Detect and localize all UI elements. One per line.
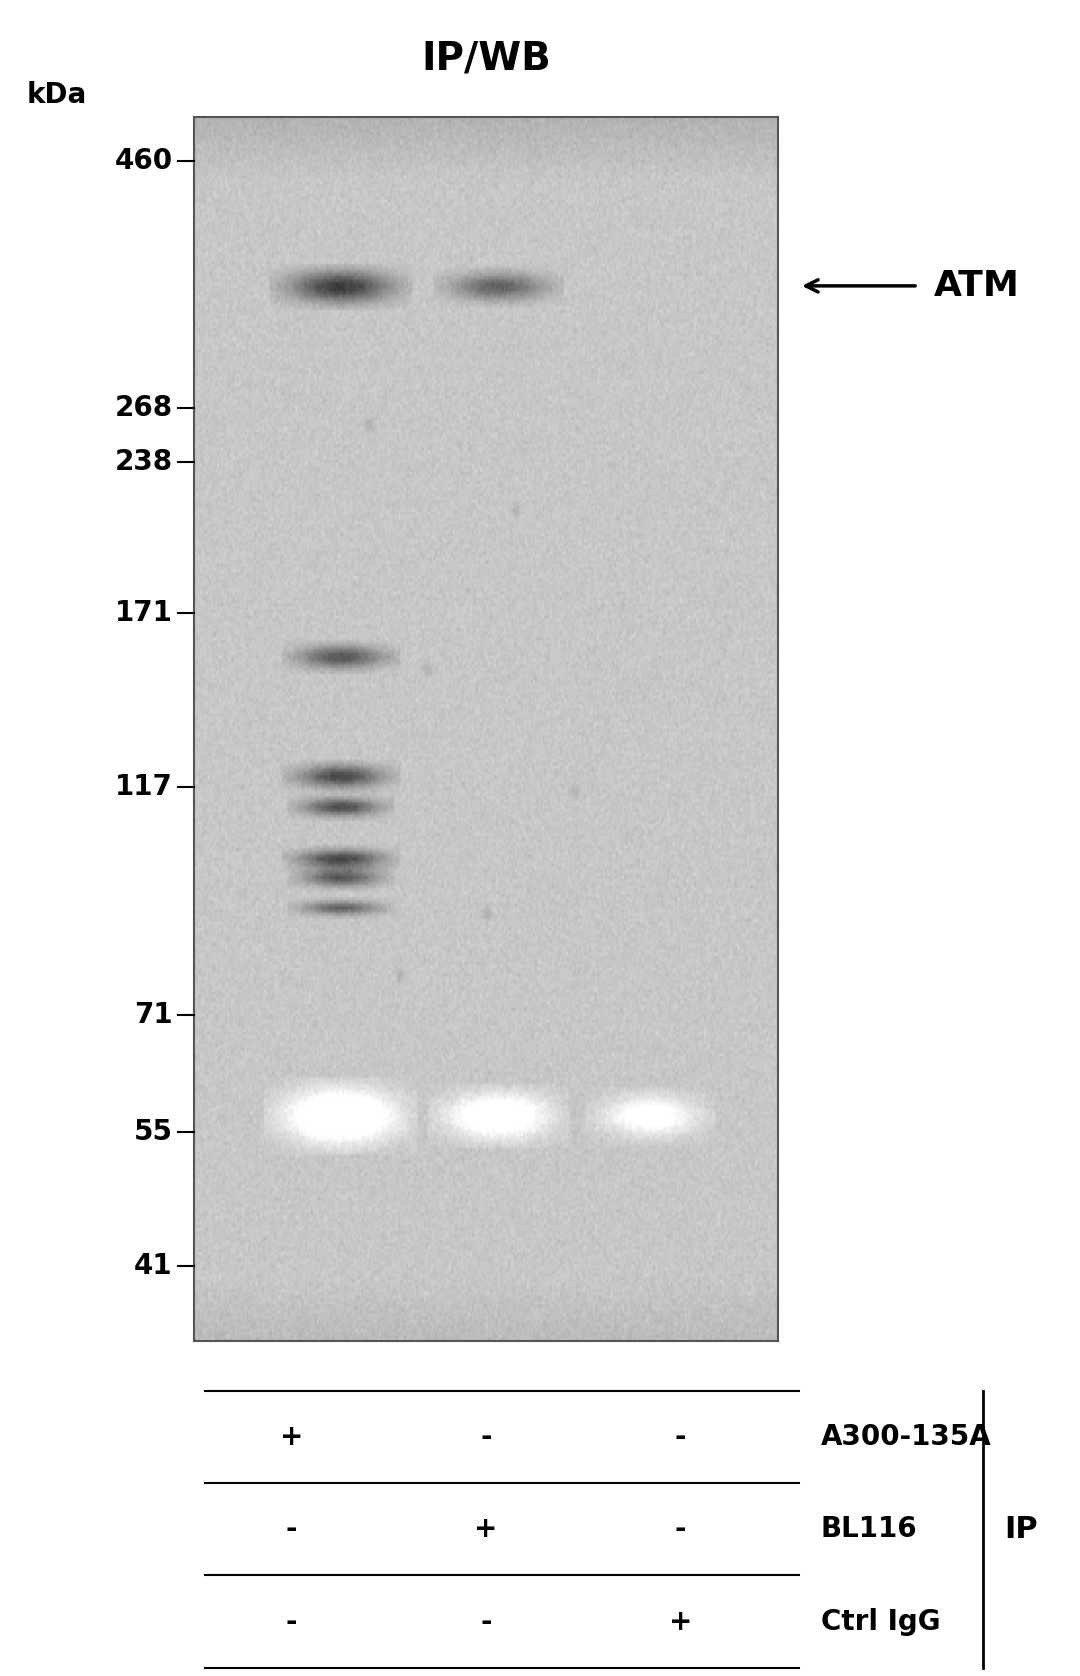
Text: 460: 460 (114, 147, 173, 174)
Text: 41: 41 (134, 1252, 173, 1280)
Text: 55: 55 (134, 1118, 173, 1146)
Text: 268: 268 (114, 394, 173, 422)
Text: 238: 238 (114, 447, 173, 476)
Text: 171: 171 (114, 600, 173, 627)
Text: -: - (481, 1423, 491, 1451)
Text: 71: 71 (134, 1001, 173, 1029)
Text: -: - (675, 1515, 686, 1544)
Text: -: - (286, 1607, 297, 1636)
Text: -: - (286, 1515, 297, 1544)
Text: kDa: kDa (27, 80, 87, 109)
Text: ATM: ATM (934, 268, 1021, 303)
Text: +: + (280, 1423, 303, 1451)
Text: A300-135A: A300-135A (821, 1423, 991, 1451)
Text: 117: 117 (114, 773, 173, 801)
Text: IP/WB: IP/WB (421, 40, 551, 77)
Text: IP: IP (1004, 1515, 1038, 1544)
Text: Ctrl IgG: Ctrl IgG (821, 1607, 941, 1636)
Bar (194, 117, 778, 1341)
Text: -: - (481, 1607, 491, 1636)
Text: -: - (675, 1423, 686, 1451)
Text: +: + (669, 1607, 692, 1636)
Text: +: + (474, 1515, 498, 1544)
Text: BL116: BL116 (821, 1515, 917, 1544)
